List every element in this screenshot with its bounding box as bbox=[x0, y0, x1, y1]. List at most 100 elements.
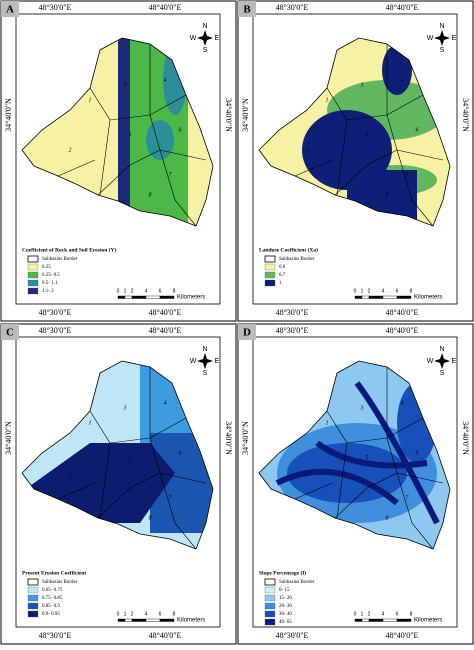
legend-swatch bbox=[264, 578, 276, 586]
legend-title: Slope Percentage (I) bbox=[259, 569, 306, 576]
scale-tick: 1 bbox=[124, 288, 127, 294]
longitude-label: 48°30'0"E bbox=[276, 3, 309, 12]
legend-swatch bbox=[264, 279, 276, 287]
legend-swatch bbox=[264, 255, 276, 263]
subbasin-number: 7 bbox=[406, 172, 410, 178]
legend-swatch bbox=[264, 602, 276, 610]
legend-title: Present Erosion Coefficient bbox=[22, 570, 86, 576]
map-panel: D 48°30'0"E 48°30'0"E 48°40'0"E 48°40'0"E 34°… bbox=[237, 323, 474, 645]
longitude-label: 48°40'0"E bbox=[149, 308, 182, 317]
scale-unit: Kilometers bbox=[414, 618, 442, 624]
scale-tick: 2 bbox=[131, 611, 134, 617]
subbasin-number: 5 bbox=[366, 132, 369, 138]
subbasin-number: 7 bbox=[406, 495, 410, 501]
subbasin-number: 5 bbox=[129, 132, 132, 138]
longitude-label: 48°40'0"E bbox=[386, 3, 419, 12]
legend-swatch bbox=[264, 610, 276, 618]
legend-label: 30- 40 bbox=[279, 612, 292, 617]
scale-segment bbox=[145, 295, 161, 299]
panel-label: B bbox=[243, 4, 251, 16]
subbasin-number: 6 bbox=[179, 450, 182, 456]
compass-letter: W bbox=[427, 35, 434, 42]
legend-label: 0.65- 0.75 bbox=[42, 588, 63, 593]
legend-label: 1 bbox=[279, 281, 282, 286]
legend-label: 0.6 bbox=[279, 265, 286, 270]
subbasin-border bbox=[396, 472, 434, 550]
subbasin-number: 3 bbox=[123, 82, 127, 88]
basin-outline bbox=[258, 360, 451, 550]
subbasin-number: 4 bbox=[164, 76, 167, 83]
compass-rose bbox=[197, 353, 213, 369]
scale-segment bbox=[124, 295, 133, 299]
legend-swatch bbox=[27, 279, 39, 287]
longitude-label: 48°30'0"E bbox=[276, 631, 309, 640]
scale-segment bbox=[354, 295, 363, 299]
scale-segment bbox=[368, 295, 384, 299]
compass-letter: E bbox=[215, 35, 220, 42]
scale-segment bbox=[131, 295, 147, 299]
subbasin-number: 4 bbox=[401, 399, 404, 406]
legend-swatch bbox=[27, 586, 39, 594]
longitude-label: 48°30'0"E bbox=[39, 3, 72, 12]
latitude-label: 34°40'0"N bbox=[241, 98, 250, 132]
subbasin-number: 3 bbox=[360, 82, 364, 88]
subbasin-border bbox=[334, 472, 398, 519]
scale-segment bbox=[396, 295, 412, 299]
legend-title: Landuse Coefficient (Xa) bbox=[259, 246, 318, 253]
compass-rose bbox=[434, 30, 450, 46]
panel-label: C bbox=[6, 327, 14, 339]
legend-label: 0- 15 bbox=[279, 588, 290, 593]
subbasin-number: 8 bbox=[386, 515, 389, 521]
latitude-label: 34°40'0"N bbox=[224, 421, 233, 455]
longitude-label: 48°30'0"E bbox=[39, 326, 72, 335]
scale-segment bbox=[382, 295, 398, 299]
subbasin-number: 8 bbox=[149, 192, 152, 198]
basin-outline bbox=[258, 37, 451, 227]
legend-swatch bbox=[27, 578, 39, 586]
compass-letter: W bbox=[427, 358, 434, 365]
compass-letter: W bbox=[190, 358, 197, 365]
scale-tick: 2 bbox=[368, 288, 371, 294]
scale-tick: 1 bbox=[124, 611, 127, 617]
longitude-label: 48°30'0"E bbox=[276, 308, 309, 317]
subbasin-number: 6 bbox=[416, 450, 419, 456]
subbasin-border bbox=[159, 149, 197, 227]
scale-tick: 8 bbox=[410, 611, 413, 617]
legend-label: 0.9- 0.95 bbox=[42, 612, 60, 617]
subbasin-number: 1 bbox=[326, 97, 329, 103]
scale-tick: 0 bbox=[354, 611, 357, 617]
scale-segment bbox=[145, 618, 161, 622]
legend-swatch bbox=[27, 594, 39, 602]
panel-label-box bbox=[1, 1, 19, 17]
scale-unit: Kilometers bbox=[177, 618, 205, 624]
scale-tick: 8 bbox=[173, 611, 176, 617]
legend-swatch bbox=[27, 263, 39, 271]
longitude-label: 48°40'0"E bbox=[149, 3, 182, 12]
panel-label-box bbox=[238, 324, 256, 340]
longitude-label: 48°40'0"E bbox=[149, 326, 182, 335]
subbasin-border bbox=[294, 482, 333, 500]
scale-segment bbox=[361, 295, 370, 299]
scale-tick: 6 bbox=[159, 611, 162, 617]
scale-unit: Kilometers bbox=[414, 295, 442, 301]
legend-label: 0.25 bbox=[42, 265, 51, 270]
subbasin-border bbox=[97, 149, 161, 196]
compass-rose bbox=[197, 30, 213, 46]
subbasin-number: 4 bbox=[401, 76, 404, 83]
scale-tick: 8 bbox=[173, 288, 176, 294]
map-panel: B 48°30'0"E 48°30'0"E 48°40'0"E 48°40'0"E 34°… bbox=[237, 0, 474, 322]
subbasin-number: 1 bbox=[89, 97, 92, 103]
legend-swatch bbox=[264, 594, 276, 602]
panel-label-box bbox=[1, 324, 19, 340]
compass-letter: S bbox=[203, 370, 208, 377]
scale-tick: 4 bbox=[382, 611, 385, 617]
map-panel: A 48°30'0"E 48°30'0"E 48°40'0"E 48°40'0"E 34°… bbox=[0, 0, 237, 322]
subbasin-number: 3 bbox=[123, 405, 127, 411]
legend-label: 20- 30 bbox=[279, 604, 292, 609]
scale-segment bbox=[361, 618, 370, 622]
compass-letter: W bbox=[190, 35, 197, 42]
scale-segment bbox=[117, 295, 126, 299]
scale-tick: 6 bbox=[396, 611, 399, 617]
scale-tick: 4 bbox=[145, 288, 148, 294]
